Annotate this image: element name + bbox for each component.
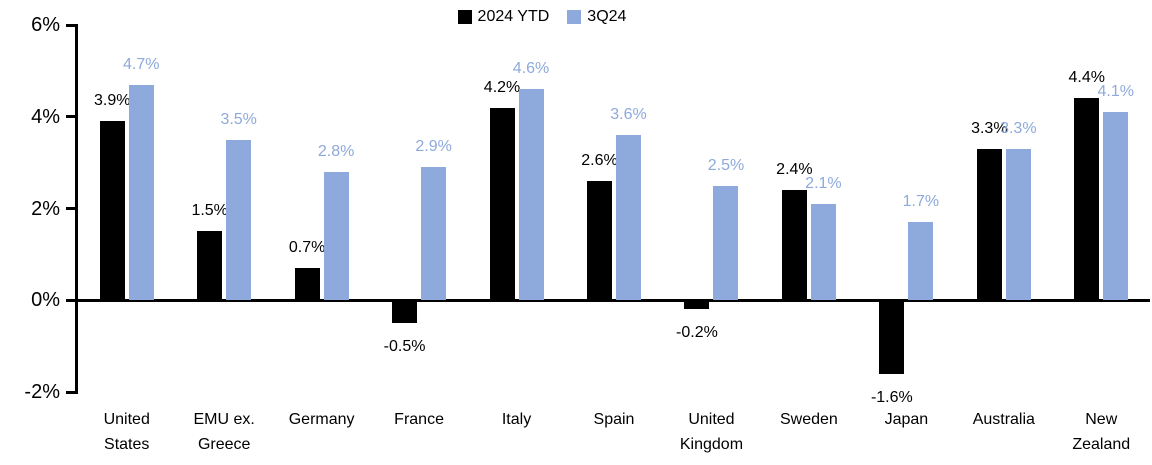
bar-label-3q24-new-zealand: 4.1% (1097, 83, 1134, 101)
bar-3q24-japan (908, 222, 934, 301)
bar-label-3q24-japan: 1.7% (902, 193, 940, 211)
y-axis-tick (66, 390, 76, 394)
y-axis-line (75, 24, 78, 394)
y-axis-tick (66, 23, 76, 27)
bar-label-2024-ytd-france: -0.5% (383, 338, 426, 356)
x-label-japan: Japan (884, 411, 929, 428)
x-label-united-kingdom: United Kingdom (679, 411, 744, 453)
bar-label-2024-ytd-germany: 0.7% (288, 239, 326, 257)
bar-label-3q24-spain: 3.6% (610, 106, 647, 124)
y-tick-label-4: 4% (31, 105, 60, 128)
bar-label-2024-ytd-new-zealand: 4.4% (1068, 69, 1105, 87)
legend-item-3q24: 3Q24 (567, 8, 626, 26)
y-tick-label-2: -2% (24, 381, 60, 403)
bar-3q24-united-kingdom (713, 185, 739, 301)
bar-3q24-sweden (810, 203, 836, 301)
y-tick-label-6: 6% (31, 14, 60, 36)
x-label-united-states: United States (103, 411, 150, 453)
bar-label-3q24-germany: 2.8% (317, 142, 355, 160)
bar-3q24-new-zealand (1103, 112, 1129, 301)
x-label-spain: Spain (593, 411, 635, 428)
legend-swatch-3q24 (567, 10, 582, 24)
bar-2024-ytd-spain (587, 180, 612, 301)
bar-3q24-australia (1005, 148, 1031, 301)
bar-label-3q24-united-kingdom: 2.5% (707, 156, 745, 174)
legend-swatch-2024-ytd (457, 10, 472, 24)
bar-label-2024-ytd-united-kingdom: -0.2% (676, 324, 718, 342)
x-label-australia: Australia (972, 411, 1035, 428)
bar-3q24-germany (323, 171, 349, 301)
bar-label-2024-ytd-australia: 3.3% (971, 119, 1008, 137)
y-tick-label-0: 0% (31, 289, 60, 312)
bar-label-3q24-australia: 3.3% (1000, 119, 1037, 137)
bar-2024-ytd-germany (294, 268, 320, 301)
bar-label-2024-ytd-japan: -1.6% (870, 388, 913, 406)
bar-2024-ytd-japan (879, 300, 905, 374)
y-axis-tick (66, 115, 76, 119)
x-label-emu-ex-greece: EMU ex. Greece (193, 411, 255, 453)
bar-2024-ytd-emu-ex-greece (197, 231, 223, 301)
y-axis-tick (66, 298, 76, 302)
bar-3q24-united-states (128, 84, 154, 301)
bar-2024-ytd-france (392, 300, 418, 324)
bar-2024-ytd-australia (976, 148, 1002, 301)
bar-label-2024-ytd-italy: 4.2% (483, 78, 521, 96)
bar-2024-ytd-sweden (781, 190, 807, 301)
bar-label-3q24-united-states: 4.7% (122, 55, 160, 73)
x-label-italy: Italy (501, 411, 532, 428)
bar-label-3q24-emu-ex-greece: 3.5% (220, 110, 257, 128)
bar-2024-ytd-united-states (99, 121, 125, 301)
x-label-sweden: Sweden (779, 411, 838, 428)
bar-3q24-italy (518, 89, 544, 301)
x-axis-zero-line (78, 298, 1150, 302)
x-label-germany: Germany (288, 411, 355, 428)
legend-label-3q24: 3Q24 (587, 8, 627, 25)
legend-item-2024-ytd: 2024 YTD (457, 8, 550, 26)
bar-label-3q24-france: 2.9% (415, 138, 452, 156)
bar-2024-ytd-united-kingdom (684, 300, 710, 310)
bar-label-2024-ytd-sweden: 2.4% (776, 161, 813, 179)
y-tick-label-2: 2% (31, 197, 60, 220)
bar-label-2024-ytd-united-states: 3.9% (93, 92, 131, 110)
bar-label-2024-ytd-emu-ex-greece: 1.5% (191, 202, 228, 220)
bar-label-2024-ytd-spain: 2.6% (581, 151, 618, 169)
x-label-new-zealand: New Zealand (1072, 411, 1131, 453)
bar-label-3q24-italy: 4.6% (512, 60, 550, 78)
bar-3q24-spain (616, 135, 641, 301)
x-label-france: France (394, 411, 444, 428)
bar-2024-ytd-new-zealand (1074, 98, 1100, 301)
bar-3q24-emu-ex-greece (226, 139, 252, 301)
y-axis-tick (66, 207, 76, 210)
chart-legend: 2024 YTD 3Q24 (0, 8, 1118, 26)
bar-3q24-france (421, 167, 447, 301)
bar-2024-ytd-italy (489, 107, 515, 301)
legend-label-2024-ytd: 2024 YTD (477, 8, 550, 25)
bar-label-3q24-sweden: 2.1% (805, 174, 842, 192)
